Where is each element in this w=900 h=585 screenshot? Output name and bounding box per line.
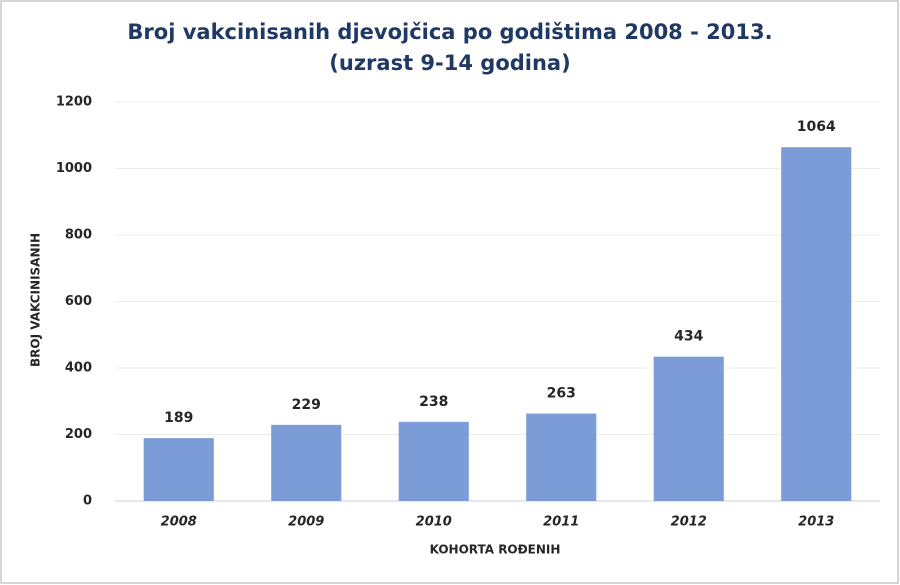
x-axis-label: KOHORTA ROĐENIH — [430, 543, 561, 557]
bar — [526, 413, 597, 501]
x-tick-label: 2008 — [161, 515, 197, 530]
y-tick-label: 1000 — [56, 161, 92, 176]
bar — [653, 356, 724, 501]
bar — [271, 424, 342, 501]
y-tick-label: 1200 — [56, 95, 92, 110]
x-tick-label: 2013 — [798, 515, 834, 530]
bar — [143, 438, 214, 501]
y-axis-label: BROJ VAKCINISANIH — [29, 233, 43, 367]
y-tick-label: 400 — [65, 361, 92, 376]
y-tick-label: 800 — [65, 228, 92, 243]
data-label: 263 — [547, 386, 576, 402]
data-label: 434 — [674, 329, 703, 345]
data-label: 238 — [419, 394, 448, 410]
y-tick-label: 600 — [65, 294, 92, 309]
data-label: 229 — [292, 397, 321, 413]
bar — [781, 147, 852, 501]
chart-subtitle: (uzrast 9-14 godina) — [329, 51, 570, 75]
data-label: 1064 — [797, 119, 836, 135]
data-label: 189 — [164, 410, 193, 426]
y-tick-label: 200 — [65, 427, 92, 442]
chart-title: Broj vakcinisanih djevojčica po godištim… — [127, 20, 772, 44]
x-tick-label: 2012 — [671, 515, 707, 530]
x-tick-label: 2010 — [416, 515, 452, 530]
bar — [398, 421, 469, 501]
x-tick-label: 2009 — [288, 515, 324, 530]
y-tick-label: 0 — [83, 494, 92, 509]
x-tick-label: 2011 — [543, 515, 579, 530]
